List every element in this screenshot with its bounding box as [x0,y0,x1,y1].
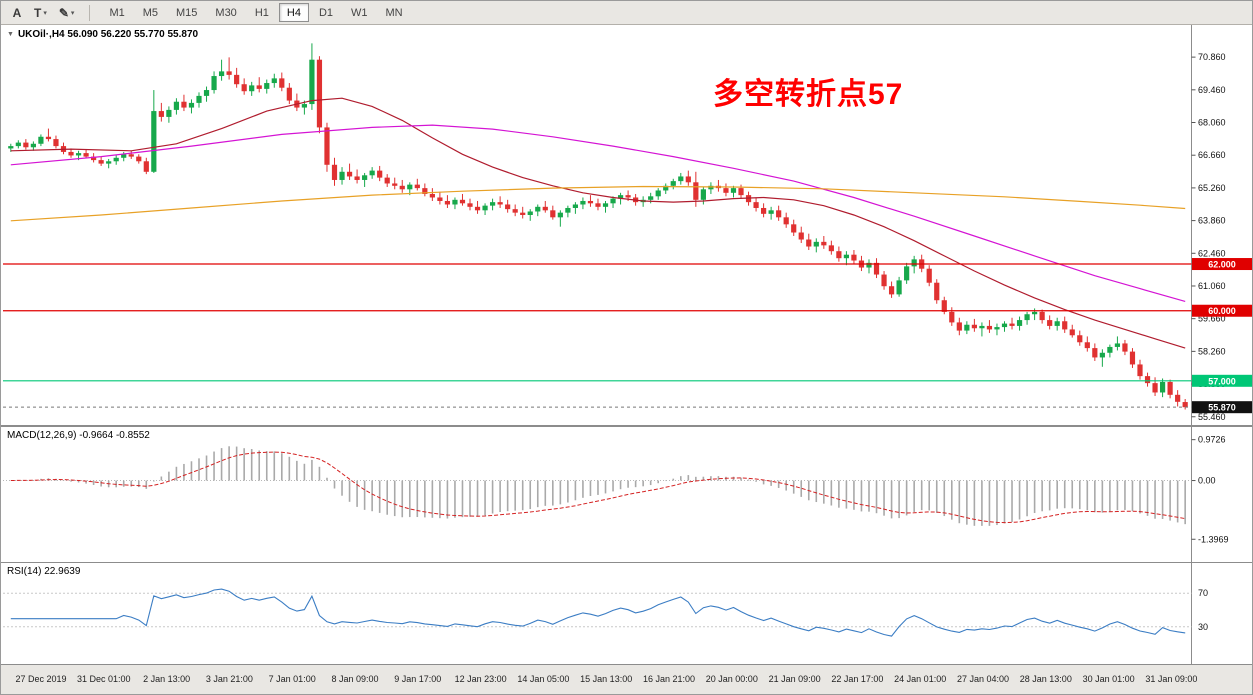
timeframe-h1-button[interactable]: H1 [247,3,277,22]
svg-text:55.460: 55.460 [1198,412,1226,422]
ma-mid-magenta-line [10,124,1186,302]
collapse-chart-icon[interactable]: ▼ [7,31,14,38]
rsi-indicator-panel[interactable]: 70 30 [1,562,1253,664]
time-axis-label: 31 Jan 09:00 [1145,674,1198,684]
ma-fast-red-line [10,97,1186,349]
svg-text:70.860: 70.860 [1198,52,1226,62]
macd-indicator-panel[interactable]: 0.9726 0.00 -1.3969 [1,426,1253,562]
cursor-tool-label: A [12,5,22,20]
macd-histogram [17,446,1186,526]
timeframe-button-group: M1 M5 M15 M30 H1 H4 D1 W1 MN [100,3,411,22]
time-axis-label: 2 Jan 13:00 [143,674,191,684]
candlestick-series [8,43,1188,410]
timeframe-m1-button[interactable]: M1 [101,3,132,22]
macd-signal-line [10,451,1186,524]
ma-slow-orange-line [10,185,1186,222]
caret-down-icon: ▾ [43,9,47,17]
time-axis-label: 20 Jan 00:00 [705,674,758,684]
time-axis-label: 22 Jan 17:00 [831,674,884,684]
current-price-badge [1192,401,1252,414]
symbol-ohlc-line: UKOil·,H4 56.090 56.220 55.770 55.870 [17,29,199,40]
time-axis-label: 28 Jan 13:00 [1019,674,1072,684]
hline-badge-62.000 [1192,258,1252,271]
time-axis-label: 7 Jan 01:00 [268,674,316,684]
svg-text:66.660: 66.660 [1198,150,1226,160]
time-axis-label: 15 Jan 13:00 [580,674,633,684]
time-axis-label: 31 Dec 01:00 [77,674,131,684]
rsi-line [10,588,1186,637]
svg-text:57.000: 57.000 [1208,376,1236,386]
svg-text:62.460: 62.460 [1198,248,1226,258]
svg-text:60.000: 60.000 [1208,306,1236,316]
rsi-label: RSI(14) 22.9639 [7,566,81,577]
time-axis-label: 14 Jan 05:00 [517,674,570,684]
svg-text:62.000: 62.000 [1208,260,1236,270]
text-tool-button[interactable]: T ▾ [29,3,52,22]
main-price-chart[interactable]: 70.860 69.460 68.060 66.660 65.260 63.860 62.4… [1,25,1253,426]
svg-text:-1.3969: -1.3969 [1198,534,1229,544]
svg-text:65.260: 65.260 [1198,183,1226,193]
svg-text:59.660: 59.660 [1198,314,1226,324]
chart-toolbar: A T ▾ ✎ ▾ M1 M5 M15 M30 H1 H4 D1 W1 MN [1,1,1252,25]
time-axis-label: 3 Jan 21:00 [205,674,253,684]
hline-badge-57.000 [1192,374,1252,387]
svg-text:63.860: 63.860 [1198,216,1226,226]
svg-text:0.9726: 0.9726 [1198,435,1226,445]
svg-text:69.460: 69.460 [1198,85,1226,95]
time-axis[interactable]: 27 Dec 2019 31 Dec 01:00 2 Jan 13:00 3 Jan … [1,664,1252,694]
svg-text:70: 70 [1198,588,1208,598]
time-axis-label: 12 Jan 23:00 [454,674,507,684]
time-axis-label: 30 Jan 01:00 [1082,674,1135,684]
timeframe-m30-button[interactable]: M30 [207,3,244,22]
svg-text:0.00: 0.00 [1198,476,1216,486]
time-axis-label: 21 Jan 09:00 [768,674,821,684]
timeframe-h4-button[interactable]: H4 [278,3,309,22]
cursor-tool-button[interactable]: A [7,3,27,22]
time-axis-label: 16 Jan 21:00 [642,674,696,684]
pencil-icon: ✎ [58,5,69,20]
price-axis-ticks: 70.860 69.460 68.060 66.660 65.260 63.860 62.4… [1191,52,1226,422]
svg-text:30: 30 [1198,622,1208,632]
hline-badge-60.000 [1192,304,1252,317]
text-tool-label: T [34,5,42,20]
timeframe-m5-button[interactable]: M5 [135,3,166,22]
timeframe-w1-button[interactable]: W1 [343,3,376,22]
time-axis-label: 8 Jan 09:00 [331,674,379,684]
svg-text:68.060: 68.060 [1198,118,1226,128]
time-axis-label: 27 Dec 2019 [15,674,67,684]
svg-text:55.870: 55.870 [1208,403,1236,413]
time-axis-label: 24 Jan 01:00 [894,674,947,684]
time-axis-label: 27 Jan 04:00 [956,674,1010,684]
macd-label: MACD(12,26,9) -0.9664 -0.8552 [7,430,150,441]
timeframe-d1-button[interactable]: D1 [311,3,341,22]
svg-text:58.260: 58.260 [1198,346,1226,356]
caret-down-icon: ▾ [70,9,75,17]
chart-title: ▼ UKOil·,H4 56.090 56.220 55.770 55.870 [7,29,198,40]
time-axis-label: 9 Jan 17:00 [394,674,442,684]
toolbar-separator [89,4,91,21]
timeframe-mn-button[interactable]: MN [378,3,411,22]
svg-text:61.060: 61.060 [1198,281,1226,291]
timeframe-m15-button[interactable]: M15 [168,3,205,22]
draw-tool-button[interactable]: ✎ ▾ [54,3,80,22]
chart-annotation-text[interactable]: 多空转折点57 [713,78,904,111]
